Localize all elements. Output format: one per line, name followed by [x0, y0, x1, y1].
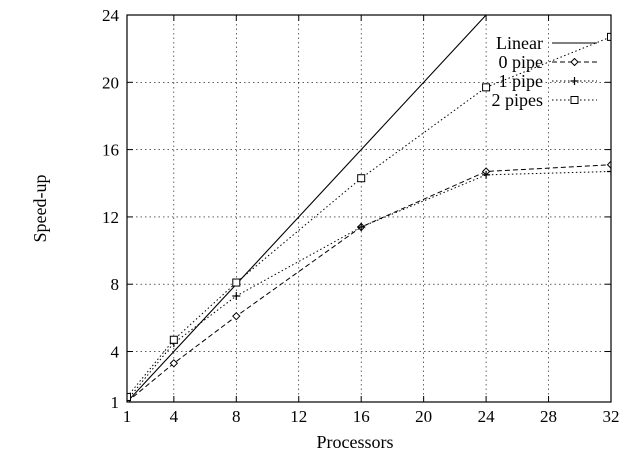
legend-marker-0-pipe — [570, 57, 579, 67]
data-point-1-pipe — [357, 223, 366, 232]
data-point-1-pipe — [607, 167, 611, 176]
axis-ticks: 1 4 8 12 16 20 24 28 32 1 4 8 12 16 20 24 — [102, 6, 620, 426]
data-point-0-pipe — [169, 359, 179, 368]
series-line-2-pipes — [127, 36, 611, 398]
series-0-pipe — [127, 160, 611, 402]
data-point-2-pipes — [607, 32, 611, 41]
series-line-0-pipe — [127, 164, 611, 402]
y-tick-label: 12 — [102, 208, 119, 227]
data-point-0-pipe — [232, 311, 241, 321]
legend-label-1-pipe: 1 pipe — [499, 71, 544, 91]
series-line-linear — [127, 15, 487, 402]
y-tick-label: 1 — [111, 393, 120, 412]
data-point-1-pipe — [232, 291, 241, 300]
series-line-1-pipe — [127, 170, 611, 401]
data-point-2-pipes — [482, 83, 491, 92]
y-tick-label: 8 — [111, 275, 120, 294]
grid — [127, 15, 611, 402]
data-point-0-pipe — [606, 160, 611, 169]
legend-marker-1-pipe — [570, 77, 579, 85]
x-tick-label: 20 — [415, 407, 432, 426]
y-tick-label: 20 — [102, 73, 119, 92]
plot-frame — [126, 14, 612, 403]
y-tick-label: 24 — [102, 6, 120, 25]
series-2-pipes — [127, 32, 611, 401]
series-linear — [127, 15, 487, 402]
x-tick-label: 16 — [353, 407, 370, 426]
data-point-2-pipes — [127, 392, 131, 401]
legend-label-linear: Linear — [496, 33, 543, 53]
x-tick-label: 28 — [540, 407, 557, 426]
data-point-1-pipe — [482, 170, 491, 179]
legend-label-0-pipe: 0 pipe — [499, 52, 544, 72]
series-1-pipe — [127, 167, 611, 402]
legend-marker-2-pipes — [570, 96, 579, 104]
x-axis-title: Processors — [317, 432, 394, 452]
x-tick-label: 1 — [123, 407, 132, 426]
data-point-2-pipes — [169, 335, 178, 344]
y-axis-title: Speed-up — [30, 175, 50, 243]
y-tick-label: 4 — [111, 343, 120, 362]
x-tick-label: 12 — [290, 407, 307, 426]
y-tick-label: 16 — [102, 141, 119, 160]
x-tick-label: 24 — [478, 407, 496, 426]
data-point-2-pipes — [357, 174, 366, 183]
x-tick-label: 32 — [603, 407, 620, 426]
x-tick-label: 4 — [170, 407, 179, 426]
legend-label-2-pipes: 2 pipes — [492, 90, 544, 110]
x-tick-label: 8 — [232, 407, 241, 426]
series-lines — [127, 15, 611, 402]
data-point-2-pipes — [232, 278, 241, 287]
